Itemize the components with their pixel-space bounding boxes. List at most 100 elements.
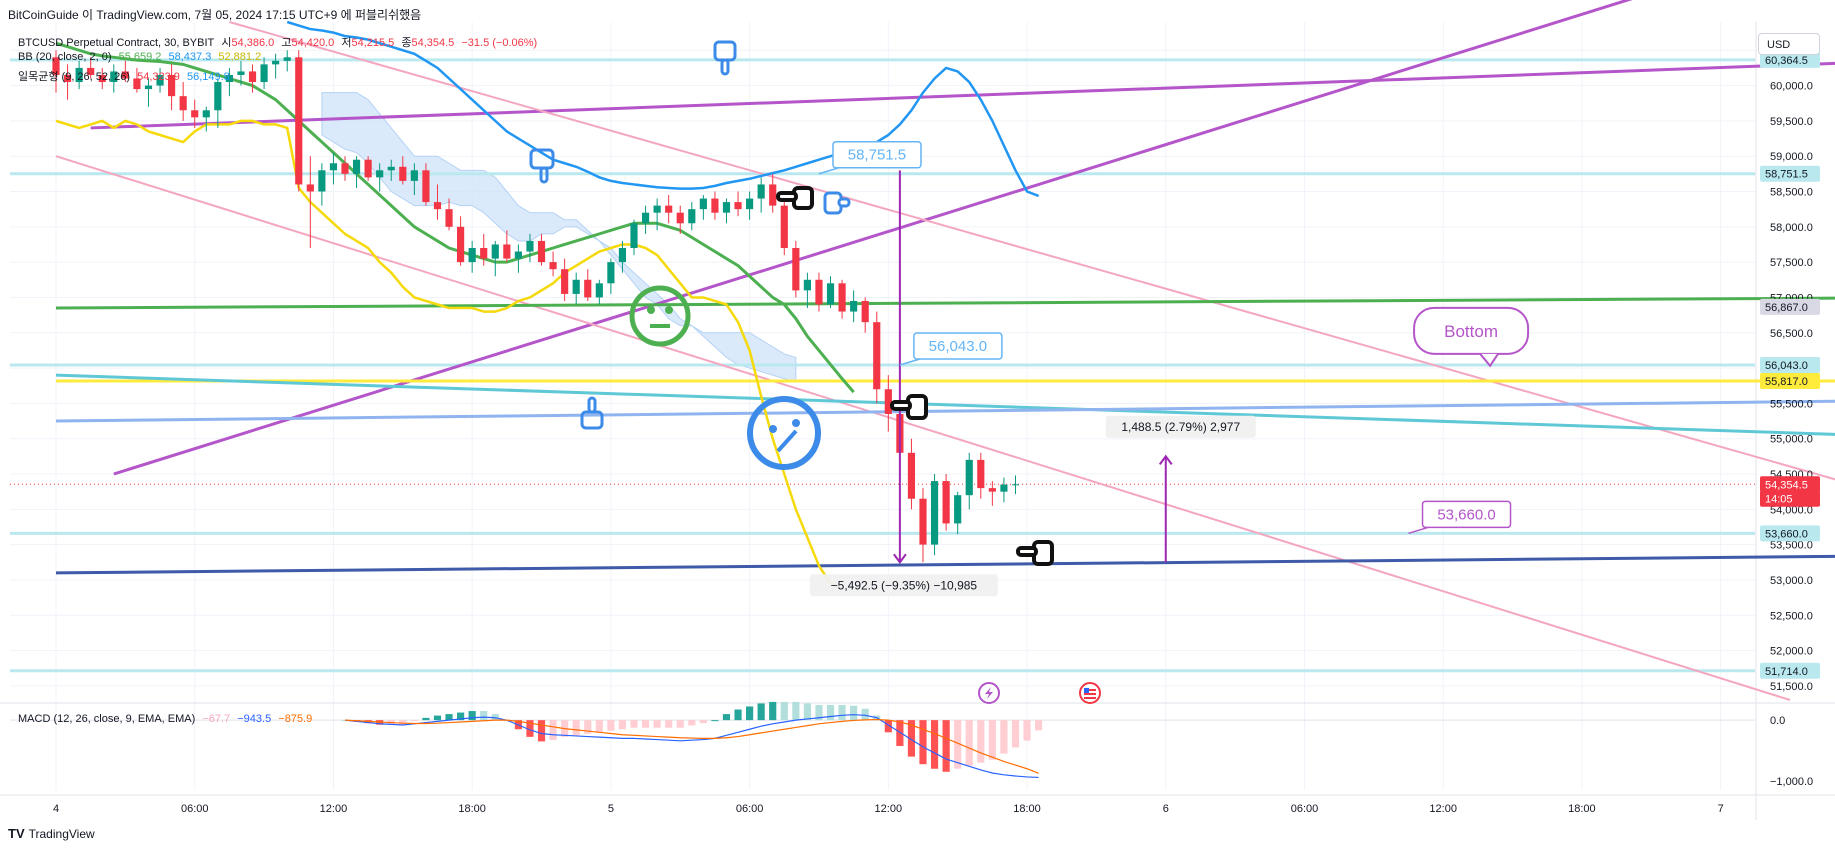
price-tick-label: 52,000.0 (1770, 646, 1813, 658)
price-tag-text: 51,714.0 (1765, 666, 1808, 678)
time-tick-label: 6 (1163, 803, 1169, 815)
candle-body (306, 184, 314, 192)
macd-histogram-bar (792, 701, 800, 721)
measure-tools: −5,492.5 (−9.35%) −10,985 1,488.5 (2.79%)… (809, 170, 1256, 597)
macd-histogram-bar (1011, 720, 1020, 748)
macd-histogram-bar (572, 720, 580, 736)
price-tick-label: 54,000.0 (1770, 504, 1813, 516)
candle-body (595, 283, 603, 298)
publish-header: BitCoinGuide 이 TradingView.com, 7월 05, 2… (8, 8, 422, 22)
candle-body (988, 488, 996, 492)
price-tag-text: 56,043.0 (1765, 360, 1808, 372)
price-tags: 60,364.5 58,751.5 56,867.0 56,043.0 55,817.0… (1760, 51, 1820, 679)
macd-histogram-bar (526, 720, 534, 737)
macd-histogram-bar (607, 720, 615, 731)
price-tick-label: 57,500.0 (1770, 257, 1813, 269)
macd-histogram-bar (618, 720, 627, 730)
neutral-face-icon (629, 285, 691, 347)
time-axis[interactable]: 4 06:00 12:00 18:00 5 06:00 12:00 18:00 6 06:00 12… (53, 803, 1724, 815)
candle-body (98, 74, 106, 83)
price-tick-label: 53,000.0 (1770, 575, 1813, 587)
candle-body (942, 481, 950, 524)
bounce-measure-label-bg (1105, 415, 1256, 438)
candle-body (491, 244, 499, 259)
callout-bottom: Bottom (1413, 306, 1530, 368)
candle-body (711, 198, 719, 213)
bb-basis-line (55, 41, 855, 394)
legend-high: 54,420.0 (291, 37, 335, 49)
drop-measure-label-bg (809, 574, 998, 597)
legend-symbol: BTCUSD Perpetual Contract, 30, BYBIT (18, 37, 215, 49)
macd-histogram-bar (1035, 720, 1043, 731)
candle-body (699, 198, 707, 210)
currency-button[interactable]: USD (1758, 33, 1820, 55)
hand-pointer-right-icon (823, 191, 851, 215)
time-tick-label: 06:00 (736, 803, 764, 815)
candle-body (295, 57, 303, 185)
time-tick-label: 4 (53, 803, 59, 815)
price-tag: 56,043.0 (1760, 357, 1820, 374)
price-tick-label: 52,500.0 (1770, 610, 1813, 622)
candle-body (144, 85, 153, 90)
macd-histogram-bar (930, 720, 939, 769)
hand-pointer-down-icon (529, 148, 555, 184)
candle-body (873, 322, 881, 390)
magenta-channel-upper (113, 0, 1633, 476)
legend-bb-label: BB (20, close, 2, 0) (18, 51, 112, 63)
candle-body (364, 159, 372, 178)
macd-histogram-bar (491, 714, 499, 721)
macd-histogram-bar (977, 720, 985, 763)
callout-53660-box (1421, 500, 1512, 529)
ichimoku-cloud (321, 92, 797, 383)
legend-open: 54,386.0 (231, 37, 275, 49)
macd-histogram-bar (399, 720, 407, 725)
candle-body (168, 74, 176, 97)
macd-histogram-bar (942, 720, 950, 772)
candle-body (110, 71, 118, 83)
macd-histogram-bar (815, 704, 823, 721)
legend-macd: MACD (12, 26, close, 9, EMA, EMA) −67.7 … (18, 713, 316, 725)
hand-pointer-left-icon (1016, 540, 1054, 566)
us-flag-event-icon[interactable] (1079, 682, 1101, 704)
legend-ichimoku-label: 일목균형 (9, 26, 52, 26) (18, 71, 131, 83)
legend-bb-lower: 52,881.2 (218, 51, 262, 63)
candle-body (584, 279, 592, 298)
macd-histogram-bar (630, 720, 638, 728)
candle-body (237, 71, 245, 75)
price-tick-label: 56,500.0 (1770, 328, 1813, 340)
macd-histogram-bar (641, 720, 650, 728)
candle-body (410, 170, 418, 181)
ichimoku-cloud-area (321, 92, 797, 383)
legend-ichimoku-v1: 54,323.9 (137, 71, 180, 83)
hand-pointer-up-icon (580, 396, 604, 430)
macd-histogram-bar (769, 701, 777, 721)
bounce-measure-arrow (1158, 454, 1173, 465)
price-tick-label: 59,500.0 (1770, 116, 1813, 128)
candle-body (318, 170, 326, 192)
macd-histogram-bar (445, 714, 453, 721)
candle-body (954, 495, 962, 524)
candle-body (63, 74, 72, 83)
macd-tick-label: −1,000.0 (1770, 776, 1813, 788)
price-tag: 60,364.5 (1760, 51, 1820, 68)
macd-histogram-bar (549, 720, 557, 740)
price-tick-label: 53,500.0 (1770, 540, 1813, 552)
time-tick-label: 5 (608, 803, 614, 815)
candle-body (861, 300, 869, 323)
legend-macd-label: MACD (12, 26, close, 9, EMA, EMA) (18, 713, 196, 725)
bb-lower-line (55, 119, 843, 590)
lightning-event-icon[interactable] (978, 682, 1000, 704)
price-tag-text: 55,817.0 (1765, 376, 1808, 388)
time-tick-label: 12:00 (875, 803, 903, 815)
macd-histogram-bar (711, 720, 719, 722)
price-tag-bg (1760, 525, 1820, 542)
candle-body (572, 279, 580, 294)
tradingview-logo: TV (8, 826, 25, 841)
price-tag-bg (1760, 662, 1820, 679)
macd-histogram-bar (838, 704, 846, 721)
legend-main: BTCUSD Perpetual Contract, 30, BYBIT 시54… (18, 34, 541, 50)
macd-histogram-bar (896, 720, 904, 746)
candle-body (537, 240, 546, 263)
